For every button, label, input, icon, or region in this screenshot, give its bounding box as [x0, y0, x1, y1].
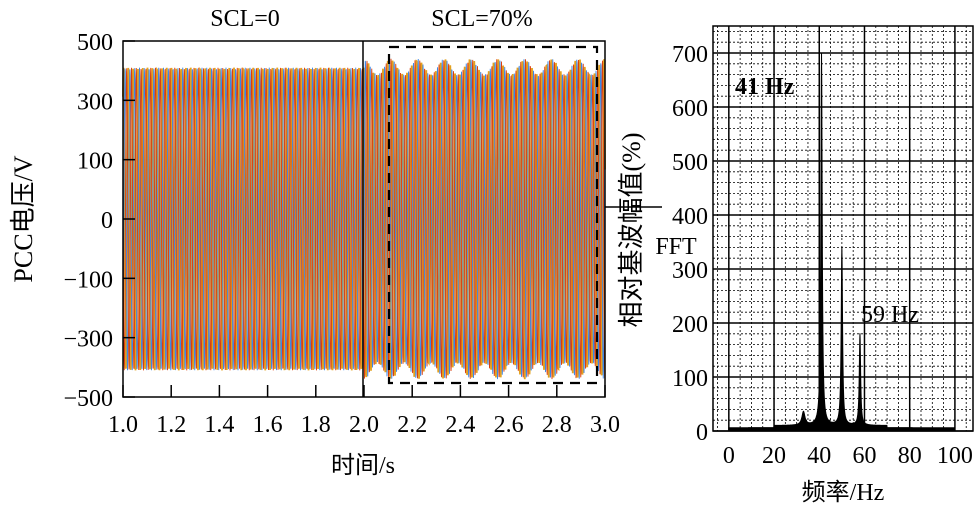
- fft-chart: 0 20 40 60 80 100 0 100 200 300 400 500 600 700 41 Hz…: [617, 25, 974, 505]
- y-tick-label: 100: [77, 149, 113, 175]
- fft-x-tick-label: 80: [898, 443, 922, 469]
- fft-y-tick-label: 400: [672, 204, 708, 230]
- fft-x-tick-label: 0: [723, 443, 735, 469]
- fft-y-tick-label: 200: [672, 312, 708, 338]
- x-tick-label: 1.6: [253, 412, 283, 438]
- fft-x-tick-label: 60: [852, 443, 876, 469]
- x-tick-label: 2.2: [397, 412, 427, 438]
- y-tick-label: 300: [77, 89, 113, 115]
- y-tick-label: −500: [63, 386, 113, 412]
- y-tick-label: 0: [101, 208, 113, 234]
- x-tick-label: 2.0: [349, 412, 379, 438]
- fft-y-label: 相对基波幅值(%): [617, 133, 646, 328]
- fft-y-tick-label: 700: [672, 42, 708, 68]
- x-tick-label: 2.6: [494, 412, 524, 438]
- fft-y-tick-label: 500: [672, 150, 708, 176]
- voltage-y-label: PCC电压/V: [9, 155, 38, 282]
- waveform-phase-a: [122, 59, 606, 380]
- fft-y-tick-label: 0: [696, 420, 708, 446]
- fft-x-tick-label: 20: [762, 443, 786, 469]
- fft-window-box: [387, 45, 599, 385]
- y-tick-label: −300: [63, 327, 113, 353]
- x-tick-label: 1.0: [108, 412, 138, 438]
- fft-grid: [713, 26, 973, 432]
- fft-x-tick-label: 40: [807, 443, 831, 469]
- fft-annotation: FFT: [655, 234, 697, 260]
- fft-axes-frame: [712, 25, 974, 432]
- x-tick-label: 1.2: [156, 412, 186, 438]
- waveform-phase-b: [122, 58, 606, 380]
- x-tick-label: 3.0: [590, 412, 620, 438]
- x-tick-label: 2.4: [445, 412, 475, 438]
- annotation-59hz: 59 Hz: [861, 302, 919, 328]
- x-tick-label: 1.8: [301, 412, 331, 438]
- fft-x-tick-label: 100: [937, 443, 973, 469]
- voltage-waveforms: [122, 58, 606, 380]
- y-tick-label: 500: [77, 30, 113, 56]
- voltage-x-label: 时间/s: [331, 452, 395, 479]
- annotation-41hz: 41 Hz: [735, 74, 795, 100]
- fft-spectrum: [728, 52, 956, 432]
- y-tick-label: −100: [63, 267, 113, 293]
- title-scl-0: SCL=0: [210, 6, 280, 32]
- voltage-chart: 1.0 1.2 1.4 1.6 1.8 2.0 2.2 2.4 2.6 2.8 3.0 500 300 1…: [9, 6, 697, 479]
- x-tick-label: 2.8: [542, 412, 572, 438]
- x-tick-label: 1.4: [204, 412, 234, 438]
- fft-y-tick-label: 100: [672, 366, 708, 392]
- fft-y-tick-label: 300: [672, 258, 708, 284]
- fft-y-tick-label: 600: [672, 96, 708, 122]
- title-scl-70: SCL=70%: [431, 6, 533, 32]
- fft-x-label: 频率/Hz: [802, 479, 885, 505]
